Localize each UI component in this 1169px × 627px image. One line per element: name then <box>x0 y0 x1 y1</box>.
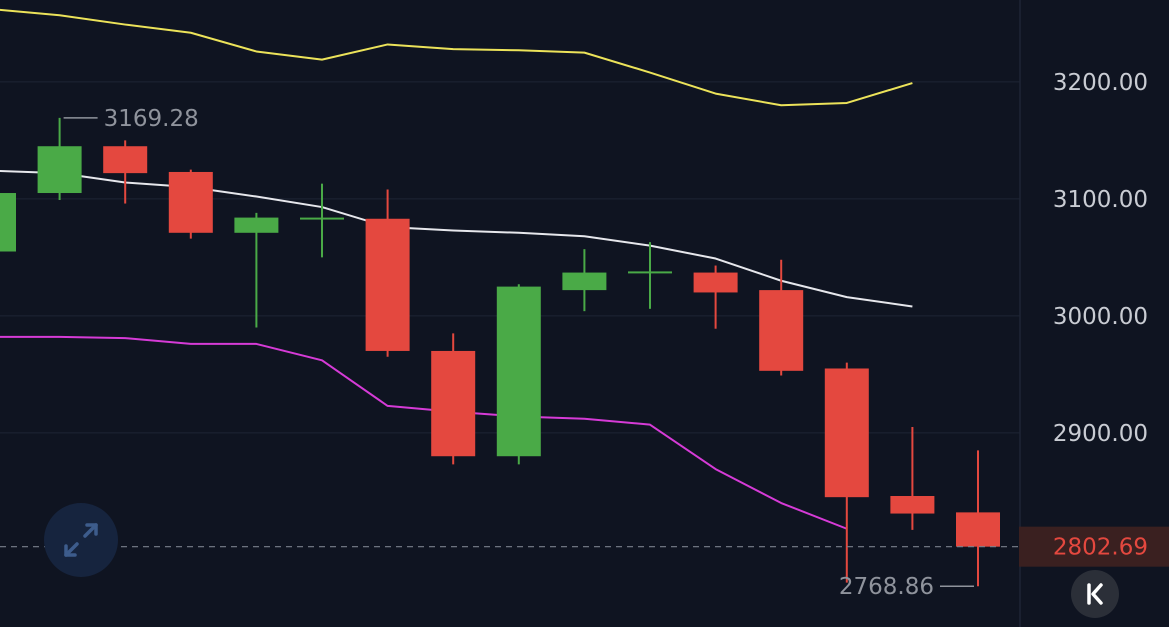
candle <box>168 169 213 239</box>
candle-body <box>496 286 541 457</box>
candle-body <box>0 193 16 252</box>
candle-body <box>759 290 804 371</box>
candle <box>103 140 148 204</box>
candle <box>365 189 410 357</box>
candle <box>234 212 279 328</box>
series-line-3 <box>0 335 848 530</box>
candle <box>300 183 344 258</box>
candle <box>759 259 804 376</box>
candle-body <box>562 272 607 291</box>
low-price-label: 2768.86 <box>839 574 934 600</box>
candle <box>693 265 738 329</box>
y-tick-label: 3100.00 <box>1053 187 1148 213</box>
candle <box>890 426 935 530</box>
candle <box>956 450 1000 587</box>
candle-body <box>431 350 476 457</box>
candle-body <box>103 146 148 174</box>
high-price-label: 3169.28 <box>104 106 199 132</box>
candle <box>562 249 607 312</box>
candle-body <box>956 512 1000 547</box>
y-tick-label: 3000.00 <box>1053 304 1148 330</box>
candles <box>0 117 1000 587</box>
candle <box>0 193 16 252</box>
candle-body <box>824 368 869 498</box>
candle <box>824 362 869 583</box>
y-tick-label: 3200.00 <box>1053 70 1148 96</box>
y-tick-label: 2900.00 <box>1053 421 1148 447</box>
series-line-1 <box>0 8 913 107</box>
annotations: 3169.28 2768.86 <box>0 106 1020 600</box>
moving-average-lines <box>0 8 913 530</box>
last-price-tag: 2802.69 <box>1053 535 1148 561</box>
candle-body <box>365 218 410 351</box>
candle-body <box>890 496 935 514</box>
candle <box>496 284 541 465</box>
price-axis: 3200.00 3100.00 3000.00 2900.00 2802.69 <box>1019 70 1169 567</box>
scroll-to-latest-button[interactable] <box>1071 570 1119 618</box>
candle-body <box>300 217 344 220</box>
expand-chart-button[interactable] <box>44 503 118 577</box>
candle-body <box>693 272 738 293</box>
candle-body <box>37 146 82 194</box>
candle <box>628 242 672 309</box>
series-line-2 <box>0 170 913 308</box>
expand-arrows-icon <box>64 523 98 557</box>
candle <box>37 117 82 201</box>
candle <box>431 333 476 465</box>
skip-to-start-icon <box>1087 583 1103 605</box>
candle-body <box>168 171 213 233</box>
candle-body <box>628 271 672 274</box>
candle-body <box>234 217 279 233</box>
last-price-tag-bg <box>1019 526 1169 567</box>
